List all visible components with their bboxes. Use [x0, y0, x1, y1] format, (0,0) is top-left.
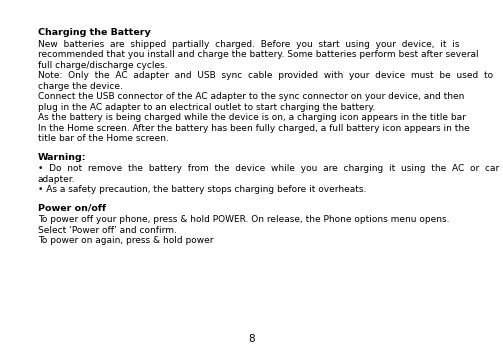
Text: To power on again, press & hold power: To power on again, press & hold power — [38, 236, 213, 245]
Text: As the battery is being charged while the device is on, a charging icon appears : As the battery is being charged while th… — [38, 113, 466, 122]
Text: Connect the USB connector of the AC adapter to the sync connector on your device: Connect the USB connector of the AC adap… — [38, 92, 464, 101]
Text: New  batteries  are  shipped  partially  charged.  Before  you  start  using  yo: New batteries are shipped partially char… — [38, 39, 460, 49]
Text: In the Home screen. After the battery has been fully charged, a full battery ico: In the Home screen. After the battery ha… — [38, 124, 470, 133]
Text: Charging the Battery: Charging the Battery — [38, 28, 151, 37]
Text: Select ‘Power off’ and confirm.: Select ‘Power off’ and confirm. — [38, 226, 177, 235]
Text: plug in the AC adapter to an electrical outlet to start charging the battery.: plug in the AC adapter to an electrical … — [38, 103, 375, 112]
Text: charge the device.: charge the device. — [38, 82, 123, 90]
Text: Warning:: Warning: — [38, 153, 87, 162]
Text: 8: 8 — [248, 334, 255, 344]
Text: full charge/discharge cycles.: full charge/discharge cycles. — [38, 60, 167, 69]
Text: • As a safety precaution, the battery stops charging before it overheats.: • As a safety precaution, the battery st… — [38, 185, 366, 194]
Text: Note:  Only  the  AC  adapter  and  USB  sync  cable  provided  with  your  devi: Note: Only the AC adapter and USB sync c… — [38, 71, 493, 80]
Text: •  Do  not  remove  the  battery  from  the  device  while  you  are  charging  : • Do not remove the battery from the dev… — [38, 164, 499, 173]
Text: adapter.: adapter. — [38, 174, 75, 184]
Text: recommended that you install and charge the battery. Some batteries perform best: recommended that you install and charge … — [38, 50, 479, 59]
Text: Power on/off: Power on/off — [38, 203, 106, 213]
Text: To power off your phone, press & hold POWER. On release, the Phone options menu : To power off your phone, press & hold PO… — [38, 215, 450, 224]
Text: title bar of the Home screen.: title bar of the Home screen. — [38, 134, 169, 143]
